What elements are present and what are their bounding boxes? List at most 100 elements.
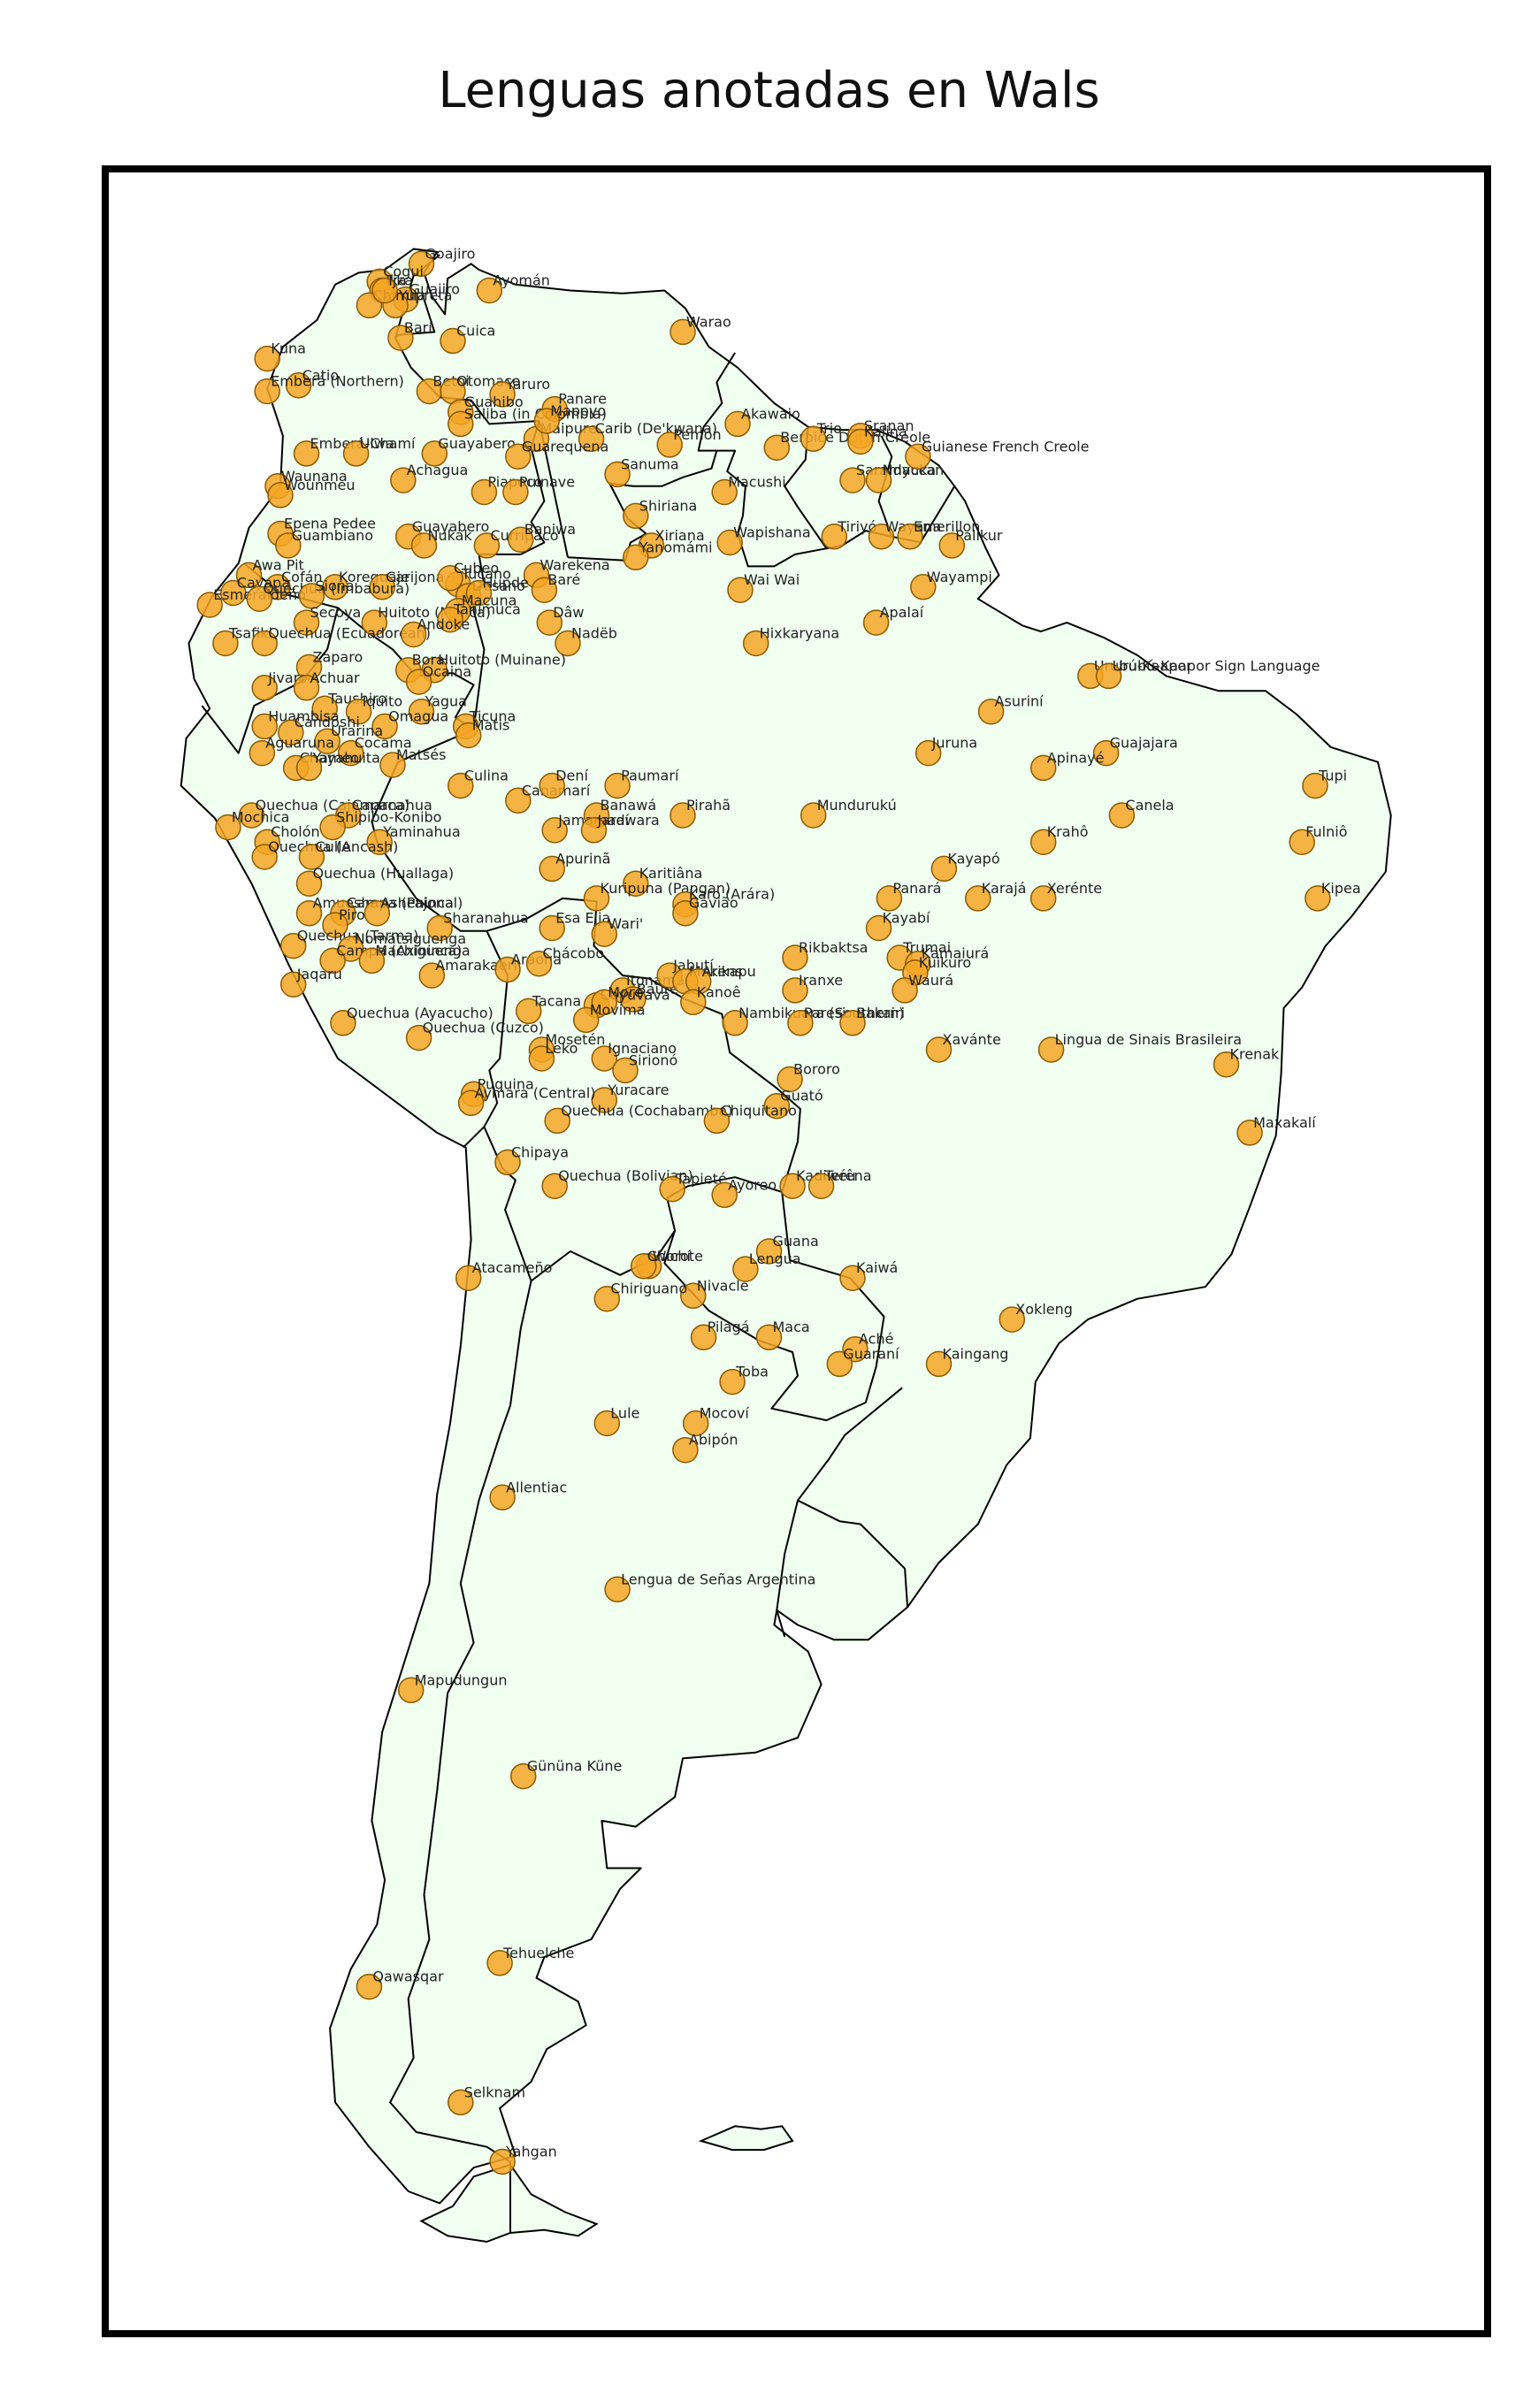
language-marker[interactable]: Awa Pit <box>235 556 304 589</box>
language-marker[interactable]: Tupi <box>1302 768 1347 799</box>
language-marker[interactable]: Mapoyo <box>533 402 606 434</box>
language-marker[interactable]: Sharanahua <box>426 910 529 942</box>
language-marker[interactable]: Trio <box>800 420 842 452</box>
language-marker[interactable]: Chipaya <box>494 1143 569 1176</box>
language-marker[interactable]: Guayabero <box>421 435 516 467</box>
language-dot[interactable] <box>455 1265 482 1291</box>
language-dot[interactable] <box>800 802 827 829</box>
language-dot[interactable] <box>489 2148 516 2175</box>
language-marker[interactable]: Piro <box>322 906 365 938</box>
language-dot[interactable] <box>531 577 558 603</box>
language-dot[interactable] <box>418 962 446 989</box>
language-dot[interactable] <box>591 1087 618 1113</box>
language-dot[interactable] <box>400 621 427 648</box>
language-dot[interactable] <box>763 1092 791 1120</box>
language-marker[interactable]: Kuna <box>254 340 306 372</box>
language-dot[interactable] <box>405 1024 432 1051</box>
language-dot[interactable] <box>782 977 808 1004</box>
language-dot[interactable] <box>322 912 348 938</box>
language-marker[interactable]: Emberá (Northern) <box>254 373 404 405</box>
language-marker[interactable]: Iranxe <box>782 972 843 1004</box>
language-dot[interactable] <box>311 695 338 722</box>
language-dot[interactable] <box>448 2089 474 2116</box>
language-dot[interactable] <box>755 1238 783 1265</box>
language-marker[interactable]: Ayomán <box>476 272 550 304</box>
language-dot[interactable] <box>426 914 453 942</box>
language-dot[interactable] <box>925 1036 953 1063</box>
language-marker[interactable]: Dení <box>539 768 589 799</box>
language-marker[interactable]: Aguaruna <box>249 735 334 767</box>
language-marker[interactable]: Chácobo <box>525 945 605 977</box>
language-marker[interactable]: Panará <box>876 880 941 912</box>
language-dot[interactable] <box>593 1285 621 1312</box>
language-marker[interactable]: Baré <box>531 571 580 603</box>
language-marker[interactable]: Wapishana <box>716 524 811 556</box>
language-marker[interactable]: Tanimuca <box>437 601 521 633</box>
language-marker[interactable]: Mundurukú <box>800 797 897 829</box>
language-dot[interactable] <box>448 772 474 799</box>
language-marker[interactable]: Terêna <box>807 1167 872 1199</box>
language-marker[interactable]: Pilagá <box>690 1319 750 1350</box>
language-marker[interactable]: Chiquitano <box>703 1102 797 1135</box>
language-dot[interactable] <box>865 467 892 493</box>
language-dot[interactable] <box>293 675 320 701</box>
language-marker[interactable]: Lengua <box>732 1250 801 1282</box>
language-dot[interactable] <box>544 1107 570 1135</box>
language-dot[interactable] <box>763 434 791 461</box>
language-dot[interactable] <box>515 998 542 1025</box>
language-marker[interactable]: Urarina <box>314 722 383 754</box>
language-dot[interactable] <box>298 844 325 870</box>
language-dot[interactable] <box>293 609 320 636</box>
language-marker[interactable]: Yupreta <box>382 287 452 319</box>
language-dot[interactable] <box>358 947 386 975</box>
language-dot[interactable] <box>1092 739 1120 767</box>
language-dot[interactable] <box>1305 885 1331 912</box>
language-marker[interactable]: Candoshi <box>278 714 360 745</box>
language-dot[interactable] <box>246 585 273 612</box>
language-dot[interactable] <box>623 502 649 530</box>
language-dot[interactable] <box>366 829 393 855</box>
language-dot[interactable] <box>473 532 501 559</box>
language-marker[interactable]: Chorote <box>630 1248 703 1280</box>
language-dot[interactable] <box>322 574 348 600</box>
language-dot[interactable] <box>465 579 493 607</box>
language-marker[interactable]: Puinave <box>502 474 575 506</box>
language-dot[interactable] <box>505 443 532 470</box>
language-dot[interactable] <box>235 562 263 589</box>
language-dot[interactable] <box>604 1576 631 1603</box>
language-dot[interactable] <box>295 899 323 927</box>
language-marker[interactable]: Nadëb <box>555 625 617 657</box>
language-dot[interactable] <box>755 1324 783 1350</box>
language-marker[interactable]: Chiriguano <box>593 1280 687 1312</box>
language-dot[interactable] <box>238 802 265 829</box>
language-dot[interactable] <box>293 440 320 467</box>
language-marker[interactable]: Urubú-Kaapor Sign Language <box>1095 657 1320 690</box>
language-marker[interactable]: Achuar <box>293 669 361 701</box>
language-dot[interactable] <box>703 1107 731 1135</box>
language-dot[interactable] <box>839 1010 866 1036</box>
language-marker[interactable]: Hupde <box>465 575 529 607</box>
language-dot[interactable] <box>672 899 699 927</box>
language-dot[interactable] <box>620 986 647 1013</box>
language-dot[interactable] <box>732 1256 759 1282</box>
language-dot[interactable] <box>457 1089 485 1117</box>
language-marker[interactable]: Tacana <box>515 992 581 1025</box>
language-dot[interactable] <box>604 772 631 799</box>
language-dot[interactable] <box>476 277 503 304</box>
language-dot[interactable] <box>839 1265 866 1291</box>
language-marker[interactable]: Guató <box>763 1088 823 1120</box>
language-marker[interactable]: Maxakalí <box>1236 1114 1316 1146</box>
language-marker[interactable]: Yanomámi <box>623 539 713 571</box>
language-dot[interactable] <box>494 1149 521 1176</box>
language-marker[interactable]: Arikapu <box>685 963 756 995</box>
language-dot[interactable] <box>977 698 1005 725</box>
language-marker[interactable]: Cocama <box>337 735 412 767</box>
language-dot[interactable] <box>555 630 581 657</box>
language-dot[interactable] <box>711 1181 738 1209</box>
language-dot[interactable] <box>369 574 395 600</box>
language-dot[interactable] <box>727 577 754 603</box>
language-marker[interactable]: Yameo <box>295 749 360 782</box>
language-dot[interactable] <box>862 609 890 636</box>
language-marker[interactable]: Kipea <box>1305 880 1361 912</box>
language-marker[interactable]: Moré <box>591 983 643 1016</box>
